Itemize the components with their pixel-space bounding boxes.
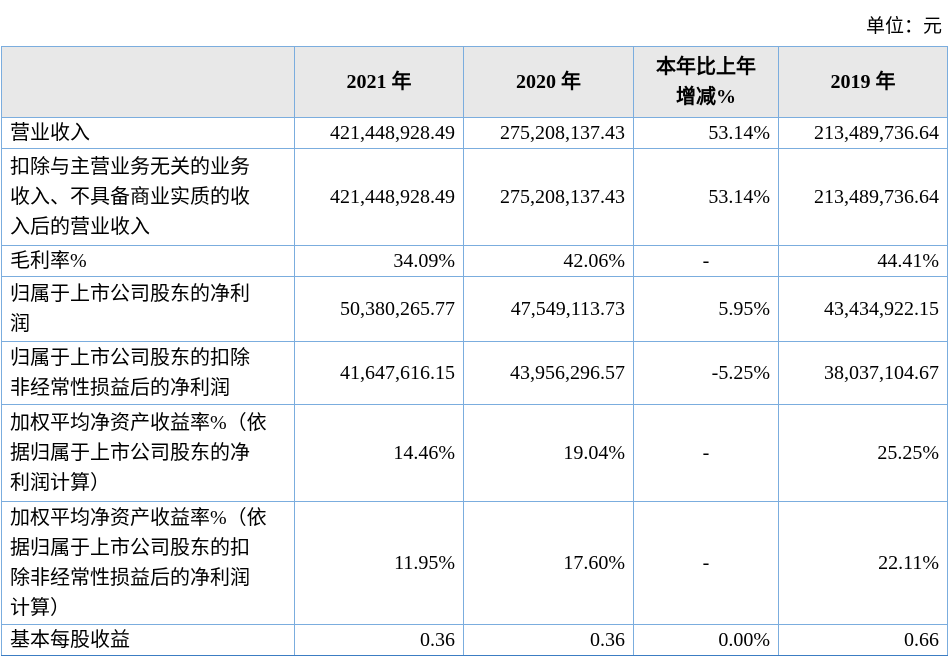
col-header-2021: 2021 年 xyxy=(294,46,464,118)
row-label: 毛利率% xyxy=(1,245,295,277)
value-2019: 213,489,736.64 xyxy=(778,117,948,149)
row-label: 归属于上市公司股东的净利 润 xyxy=(1,276,295,342)
value-2019: 38,037,104.67 xyxy=(778,341,948,405)
value-2019: 22.11% xyxy=(778,501,948,625)
row-label: 加权平均净资产收益率%（依 据归属于上市公司股东的扣 除非经常性损益后的净利润 … xyxy=(1,501,295,625)
row-label: 归属于上市公司股东的扣除 非经常性损益后的净利润 xyxy=(1,341,295,405)
table-row: 加权平均净资产收益率%（依 据归属于上市公司股东的扣 除非经常性损益后的净利润 … xyxy=(1,501,948,625)
value-2019: 25.25% xyxy=(778,404,948,502)
unit-label: 单位：元 xyxy=(865,16,942,37)
table-row: 加权平均净资产收益率%（依 据归属于上市公司股东的净 利润计算） 14.46% … xyxy=(1,404,948,502)
value-change: 5.95% xyxy=(633,276,779,342)
value-2020: 17.60% xyxy=(463,501,634,625)
value-change: 0.00% xyxy=(633,624,779,656)
value-2020: 275,208,137.43 xyxy=(463,148,634,246)
col-header-empty xyxy=(1,46,295,118)
financial-summary-table: 2021 年 2020 年 本年比上年 增减% 2019 年 营业收入 421,… xyxy=(1,46,948,656)
row-label: 基本每股收益 xyxy=(1,624,295,656)
value-2021: 421,448,928.49 xyxy=(294,117,464,149)
value-change: 53.14% xyxy=(633,148,779,246)
value-2021: 0.36 xyxy=(294,624,464,656)
value-2020: 42.06% xyxy=(463,245,634,277)
col-header-change: 本年比上年 增减% xyxy=(633,46,779,118)
row-label: 扣除与主营业务无关的业务 收入、不具备商业实质的收 入后的营业收入 xyxy=(1,148,295,246)
value-change: - xyxy=(633,404,779,502)
table-row: 毛利率% 34.09% 42.06% - 44.41% xyxy=(1,245,948,277)
row-label: 加权平均净资产收益率%（依 据归属于上市公司股东的净 利润计算） xyxy=(1,404,295,502)
value-2021: 11.95% xyxy=(294,501,464,625)
value-change: 53.14% xyxy=(633,117,779,149)
value-change: - xyxy=(633,245,779,277)
value-change: -5.25% xyxy=(633,341,779,405)
col-header-2019: 2019 年 xyxy=(778,46,948,118)
value-2019: 43,434,922.15 xyxy=(778,276,948,342)
value-2021: 421,448,928.49 xyxy=(294,148,464,246)
table-header-row: 2021 年 2020 年 本年比上年 增减% 2019 年 xyxy=(1,46,948,118)
value-2019: 44.41% xyxy=(778,245,948,277)
value-change: - xyxy=(633,501,779,625)
table-row: 扣除与主营业务无关的业务 收入、不具备商业实质的收 入后的营业收入 421,44… xyxy=(1,148,948,246)
value-2020: 275,208,137.43 xyxy=(463,117,634,149)
value-2021: 34.09% xyxy=(294,245,464,277)
table-row: 归属于上市公司股东的扣除 非经常性损益后的净利润 41,647,616.15 4… xyxy=(1,341,948,405)
value-2021: 41,647,616.15 xyxy=(294,341,464,405)
value-2021: 50,380,265.77 xyxy=(294,276,464,342)
table-row: 基本每股收益 0.36 0.36 0.00% 0.66 xyxy=(1,624,948,656)
table-row: 营业收入 421,448,928.49 275,208,137.43 53.14… xyxy=(1,117,948,149)
value-2019: 213,489,736.64 xyxy=(778,148,948,246)
value-2019: 0.66 xyxy=(778,624,948,656)
value-2020: 0.36 xyxy=(463,624,634,656)
col-header-2020: 2020 年 xyxy=(463,46,634,118)
table-row: 归属于上市公司股东的净利 润 50,380,265.77 47,549,113.… xyxy=(1,276,948,342)
value-2020: 43,956,296.57 xyxy=(463,341,634,405)
value-2020: 19.04% xyxy=(463,404,634,502)
row-label: 营业收入 xyxy=(1,117,295,149)
value-2021: 14.46% xyxy=(294,404,464,502)
value-2020: 47,549,113.73 xyxy=(463,276,634,342)
